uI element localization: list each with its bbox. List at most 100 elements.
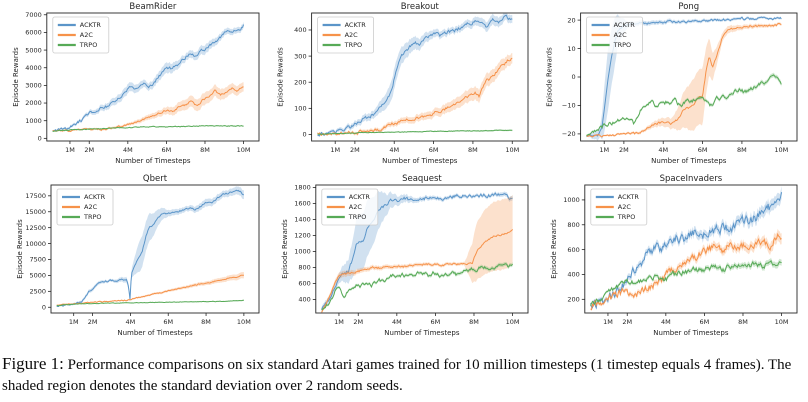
series-band-acktr <box>317 13 513 137</box>
x-tick-label: 8M <box>200 146 210 154</box>
chart-title: BeamRider <box>129 2 176 12</box>
chart-seaquest: 1M 2M 4M 6M 8M 10M 400 600 800 1000 1200 1400 1600 18… <box>269 172 538 344</box>
y-tick-label: −20 <box>562 130 576 138</box>
series-band-a2c <box>317 53 513 136</box>
x-axis-label: Number of Timesteps <box>382 157 458 165</box>
y-tick-label: 3000 <box>25 82 42 90</box>
legend-label-trpo: TRPO <box>344 41 363 49</box>
y-tick-label: 100 <box>294 105 306 113</box>
chart-breakout-svg: 1M 2M 4M 6M 8M 10M 0 100 200 300 400 Breakout Number… <box>277 2 529 165</box>
legend: ACKTR A2C TRPO <box>317 16 374 54</box>
series-line-acktr <box>317 14 513 137</box>
x-tick-label: 6M <box>429 146 439 154</box>
chart-title: Breakout <box>401 2 440 12</box>
series-line-a2c <box>56 274 244 306</box>
series-line-acktr <box>321 192 513 310</box>
series-band-a2c <box>321 194 513 313</box>
y-tick-label: 17500 <box>25 192 46 200</box>
x-tick-label: 1M <box>603 318 613 326</box>
legend-label-trpo: TRPO <box>83 213 102 221</box>
legend-label-a2c: A2C <box>345 31 359 39</box>
chart-seaquest-svg: 1M 2M 4M 6M 8M 10M 400 600 800 1000 1200 1400 1600 18… <box>281 174 529 337</box>
chart-breakout: 1M 2M 4M 6M 8M 10M 0 100 200 300 400 Breakout Number… <box>269 0 538 172</box>
x-tick-label: 4M <box>658 146 668 154</box>
x-tick-label: 6M <box>162 146 172 154</box>
x-axis-label: Number of Timesteps <box>651 157 727 165</box>
x-tick-label: 8M <box>469 318 479 326</box>
plot-border <box>311 12 529 142</box>
legend-label-a2c: A2C <box>80 31 94 39</box>
x-tick-label: 4M <box>392 318 402 326</box>
y-tick-label: 1800 <box>294 184 311 192</box>
x-tick-label: 1M <box>69 318 79 326</box>
plot-border <box>584 184 798 314</box>
legend-label-a2c: A2C <box>84 203 98 211</box>
charts-grid: 1M 2M 4M 6M 8M 10M 0 1000 2000 3000 4000 5000 6000 70… <box>12 0 807 344</box>
y-tick-label: 1400 <box>294 216 311 224</box>
series-line-acktr <box>52 24 245 132</box>
x-tick-label: 8M <box>468 146 478 154</box>
y-axis-label: Episode Rewards <box>16 219 24 279</box>
series-band-a2c <box>586 22 782 138</box>
chart-beamrider-svg: 1M 2M 4M 6M 8M 10M 0 1000 2000 3000 4000 5000 6000 70… <box>12 2 260 165</box>
y-tick-label: 0 <box>42 303 46 311</box>
x-tick-label: 10M <box>506 318 520 326</box>
y-axis-label: Episode Rewards <box>550 219 558 279</box>
x-tick-label: 2M <box>88 318 98 326</box>
y-tick-label: 1200 <box>294 232 311 240</box>
y-tick-label: 400 <box>294 26 306 34</box>
y-tick-label: 5000 <box>29 272 46 280</box>
x-axis-label: Number of Timesteps <box>653 329 729 337</box>
caption-label: Figure 1: <box>2 354 64 373</box>
chart-spaceinvaders-svg: 1M 2M 4M 6M 8M 10M 200 400 600 800 1000 SpaceInvade… <box>550 174 798 337</box>
y-tick-label: 300 <box>294 52 306 60</box>
y-tick-label: −10 <box>562 102 576 110</box>
y-tick-label: 20 <box>567 16 575 24</box>
y-axis-label: Episode Rewards <box>546 47 554 107</box>
y-tick-label: 0 <box>571 73 575 81</box>
chart-qbert-svg: 1M 2M 4M 6M 8M 10M 0 2500 5000 7500 10000 12500 1500… <box>16 174 260 337</box>
x-tick-label: 8M <box>201 318 211 326</box>
x-tick-label: 10M <box>505 146 519 154</box>
y-tick-label: 600 <box>298 280 310 288</box>
chart-spaceinvaders: 1M 2M 4M 6M 8M 10M 200 400 600 800 1000 SpaceInvade… <box>538 172 807 344</box>
figure-caption: Figure 1: Performance comparisons on six… <box>0 344 804 396</box>
series-line-acktr <box>56 189 244 307</box>
legend: ACKTR A2C TRPO <box>56 188 114 226</box>
x-tick-label: 6M <box>431 318 441 326</box>
legend-label-trpo: TRPO <box>79 41 98 49</box>
legend: ACKTR A2C TRPO <box>590 188 648 226</box>
legend: ACKTR A2C TRPO <box>586 16 643 54</box>
x-tick-label: 10M <box>237 146 251 154</box>
series-line-a2c <box>586 23 782 138</box>
x-tick-label: 2M <box>353 318 363 326</box>
y-axis-label: Episode Rewards <box>281 219 289 279</box>
series-line-a2c <box>590 232 782 311</box>
legend-label-trpo: TRPO <box>348 213 367 221</box>
y-tick-label: 4000 <box>25 64 42 72</box>
x-tick-label: 1M <box>65 146 75 154</box>
y-tick-label: 800 <box>298 264 310 272</box>
series-line-trpo <box>321 263 513 310</box>
series-line-trpo <box>56 299 244 307</box>
y-tick-label: 400 <box>567 271 579 279</box>
y-tick-label: 800 <box>567 221 579 229</box>
x-tick-label: 4M <box>123 146 133 154</box>
series-line-trpo <box>52 125 244 132</box>
y-tick-label: 5000 <box>25 46 42 54</box>
x-tick-label: 4M <box>389 146 399 154</box>
y-tick-label: 6000 <box>25 29 42 37</box>
caption-text: Performance comparisons on six standard … <box>2 357 792 394</box>
x-axis-label: Number of Timesteps <box>115 157 191 165</box>
series-line-acktr <box>590 192 783 310</box>
x-tick-label: 2M <box>350 146 360 154</box>
y-tick-label: 7000 <box>25 11 42 19</box>
legend-label-acktr: ACKTR <box>345 21 367 29</box>
plot-border <box>315 184 529 314</box>
x-tick-label: 1M <box>599 146 609 154</box>
series-band-a2c <box>56 272 244 306</box>
legend: ACKTR A2C TRPO <box>52 16 110 54</box>
x-tick-label: 10M <box>775 318 789 326</box>
y-tick-label: 15000 <box>25 208 46 216</box>
y-tick-label: 1000 <box>563 196 580 204</box>
